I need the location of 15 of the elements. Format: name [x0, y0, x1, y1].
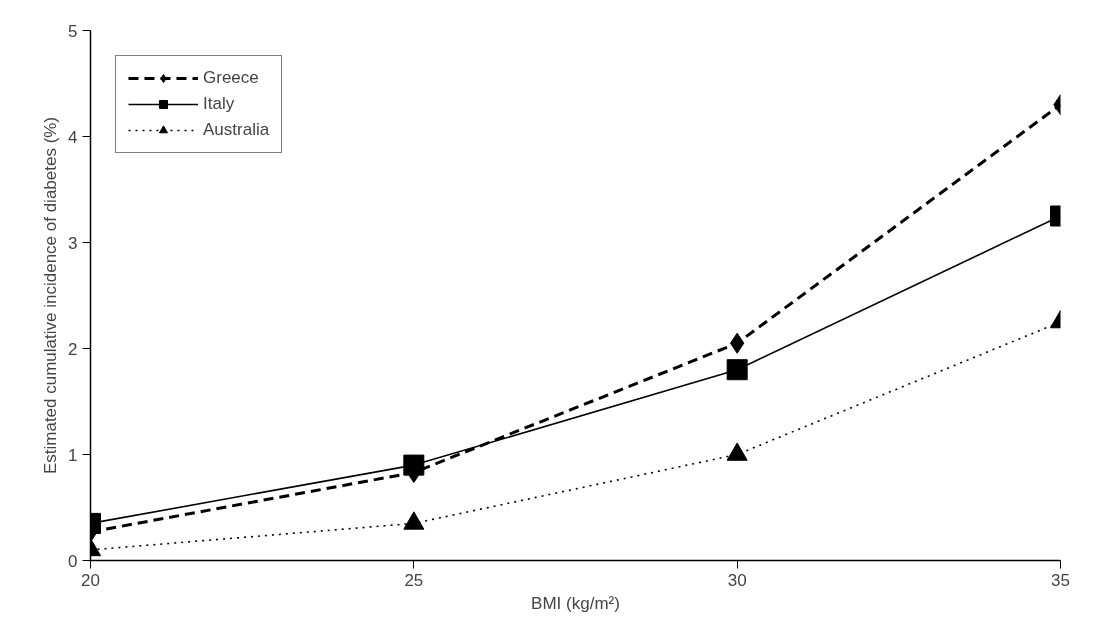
- y-tick-label: 0: [68, 551, 78, 571]
- y-tick-label: 4: [68, 127, 78, 147]
- y-axis-title: Estimated cumulative incidence of diabetes (%): [41, 116, 61, 475]
- x-axis-title: BMI (kg/m²): [531, 593, 620, 613]
- y-tick-label: 2: [68, 339, 78, 359]
- y-tick-label: 5: [68, 21, 78, 41]
- legend-label: Italy: [203, 94, 235, 114]
- y-tick-label: 3: [68, 233, 78, 253]
- y-tick-label: 1: [68, 445, 78, 465]
- legend-label: Australia: [203, 120, 270, 140]
- x-tick-label: 25: [404, 570, 424, 590]
- x-tick-label: 30: [727, 570, 747, 590]
- x-tick-label: 20: [81, 570, 100, 590]
- legend-label: Greece: [203, 68, 259, 88]
- x-tick-label: 35: [1051, 570, 1070, 590]
